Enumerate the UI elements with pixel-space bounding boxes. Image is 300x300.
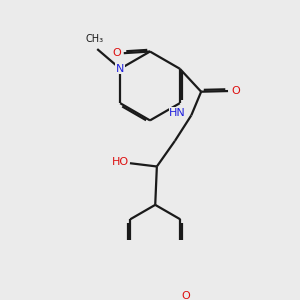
Text: HN: HN: [169, 108, 186, 118]
Text: O: O: [112, 48, 121, 58]
Text: O: O: [231, 86, 240, 96]
Text: O: O: [182, 291, 190, 300]
Text: N: N: [116, 64, 124, 74]
Text: HO: HO: [112, 157, 129, 166]
Text: CH₃: CH₃: [85, 34, 104, 44]
